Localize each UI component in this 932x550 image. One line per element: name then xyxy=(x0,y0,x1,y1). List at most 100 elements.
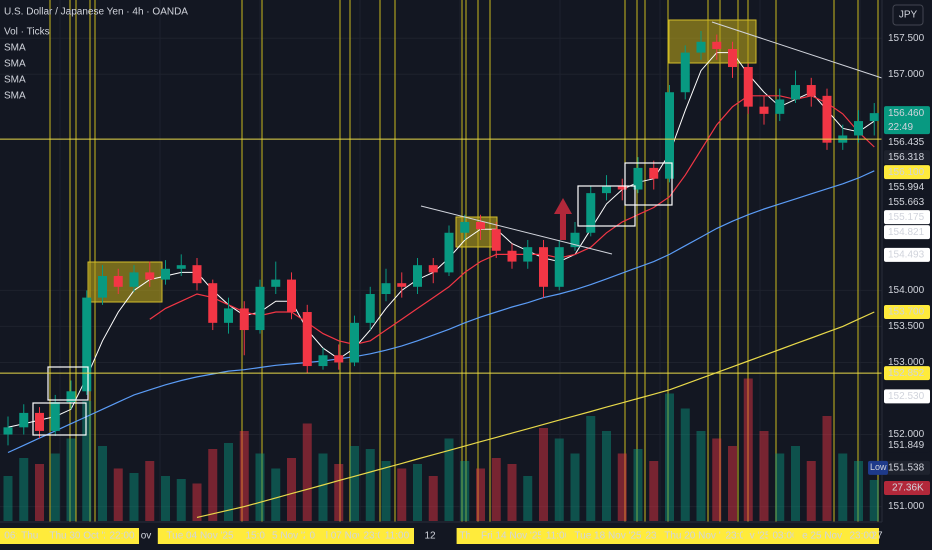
price-tag xyxy=(884,180,930,195)
x-tick-label: Thu xyxy=(459,531,476,542)
legend-entry: SMA xyxy=(4,91,26,102)
volume-bar xyxy=(350,446,359,521)
volume-bar xyxy=(759,431,769,521)
x-tick-label: 11:00 xyxy=(546,531,571,542)
price-tag xyxy=(884,225,930,240)
price-tag xyxy=(884,460,930,475)
volume-bar xyxy=(775,453,785,521)
chart-title: U.S. Dollar / Japanese Yen · 4h · OANDA xyxy=(4,7,188,18)
candle-body xyxy=(19,412,29,428)
volume-bar xyxy=(35,464,44,521)
price-axis xyxy=(882,0,932,550)
volume-bar xyxy=(98,446,107,521)
x-tick-highlight xyxy=(39,528,125,544)
candle-body xyxy=(3,427,13,435)
price-tag-label: 154.493 xyxy=(888,250,925,261)
volume-bar xyxy=(397,468,407,521)
candle-body xyxy=(570,232,580,248)
legend-entry: SMA xyxy=(4,43,26,54)
candle-body xyxy=(665,92,674,179)
y-tick-label: 151.000 xyxy=(888,501,925,512)
volume-bar xyxy=(460,461,470,521)
indicator-label: Vol · Ticks xyxy=(4,27,50,38)
candle-body xyxy=(334,355,344,363)
price-tag-label: 152.530 xyxy=(888,391,925,402)
candle-body xyxy=(428,265,438,273)
candle-body xyxy=(444,232,454,273)
volume-bar xyxy=(649,461,659,521)
volume-bar xyxy=(381,461,391,521)
volume-tag xyxy=(884,480,930,495)
y-tick-label: 157.000 xyxy=(888,69,925,80)
price-tag xyxy=(884,210,930,225)
volume-bar xyxy=(444,438,454,521)
x-tick-label: 15:00 xyxy=(245,531,270,542)
x-tick-label: Fri 14 Nov '25 xyxy=(481,531,543,542)
candle-body xyxy=(161,268,170,280)
y-tick-label: 152.000 xyxy=(888,429,925,440)
candle-body xyxy=(743,67,753,107)
candle-body xyxy=(759,106,769,114)
volume-bar xyxy=(554,438,564,521)
candle-body xyxy=(413,265,422,287)
currency-label[interactable]: JPY xyxy=(899,10,918,21)
price-tag-name-box xyxy=(868,460,888,475)
currency-button[interactable] xyxy=(892,4,924,26)
x-tick-label: v '25 xyxy=(750,531,771,542)
y-tick-label: 154.000 xyxy=(888,285,925,296)
candle-body xyxy=(822,95,832,143)
y-tick-label: 153.500 xyxy=(888,321,925,332)
volume-bar xyxy=(271,468,281,521)
candle-body xyxy=(854,121,863,136)
candle-body xyxy=(350,322,359,363)
candle-body xyxy=(791,85,800,100)
legend: U.S. Dollar / Japanese Yen · 4h · OANDA … xyxy=(4,7,188,102)
legend-entry: SMA xyxy=(4,59,26,70)
candle-body xyxy=(192,265,202,284)
y-tick-label: 157.500 xyxy=(888,33,925,44)
candles xyxy=(3,30,879,446)
candle-body xyxy=(113,275,123,287)
x-tick-highlight xyxy=(845,528,879,544)
volume-bar xyxy=(302,423,312,521)
volume-bar xyxy=(255,453,265,521)
candle-body xyxy=(602,185,611,194)
volume-bar xyxy=(129,473,139,521)
price-tag-label: 156.100 xyxy=(888,167,925,178)
y-tick-label: 153.000 xyxy=(888,357,925,368)
candle-body xyxy=(98,275,107,298)
candle-body xyxy=(476,221,485,230)
volume-bar xyxy=(161,476,170,521)
price-tag-label: 152.852 xyxy=(888,368,925,379)
candle-body xyxy=(318,355,328,367)
price-tag xyxy=(884,438,930,453)
candle-body xyxy=(554,247,564,287)
price-tag-label: 155.175 xyxy=(888,212,925,223)
candle-body xyxy=(507,250,517,262)
candle-body xyxy=(365,294,375,323)
candle-body xyxy=(523,247,533,262)
x-tick-label: Thu 20 Nov '25 xyxy=(664,531,732,542)
candle-body xyxy=(617,185,627,190)
candle-body xyxy=(806,85,816,96)
price-tag-label: 156.318 xyxy=(888,152,925,163)
candle-body xyxy=(239,308,249,331)
axis-labels: 157.500 157.000 154.000 153.500 153.000 152.0… xyxy=(0,33,925,544)
volume-bar xyxy=(806,461,816,521)
candle-body xyxy=(775,99,785,114)
volume-bar xyxy=(570,453,580,521)
volume-bar xyxy=(318,453,328,521)
volume-bar xyxy=(66,438,76,521)
candle-body xyxy=(680,52,690,93)
price-tag-label: 151.538 xyxy=(888,462,925,473)
volume-bar xyxy=(82,401,92,521)
price-tag xyxy=(884,165,930,180)
x-tick-highlight xyxy=(565,528,651,544)
price-tag-label: 155.663 xyxy=(888,197,925,208)
candle-body xyxy=(649,167,659,179)
volume-tag-label: 27.36K xyxy=(892,483,924,494)
candle-body xyxy=(176,265,186,269)
x-tick-label: Thu 30 Oct '25 xyxy=(49,531,115,542)
x-tick-label: 23:00 xyxy=(725,531,750,542)
